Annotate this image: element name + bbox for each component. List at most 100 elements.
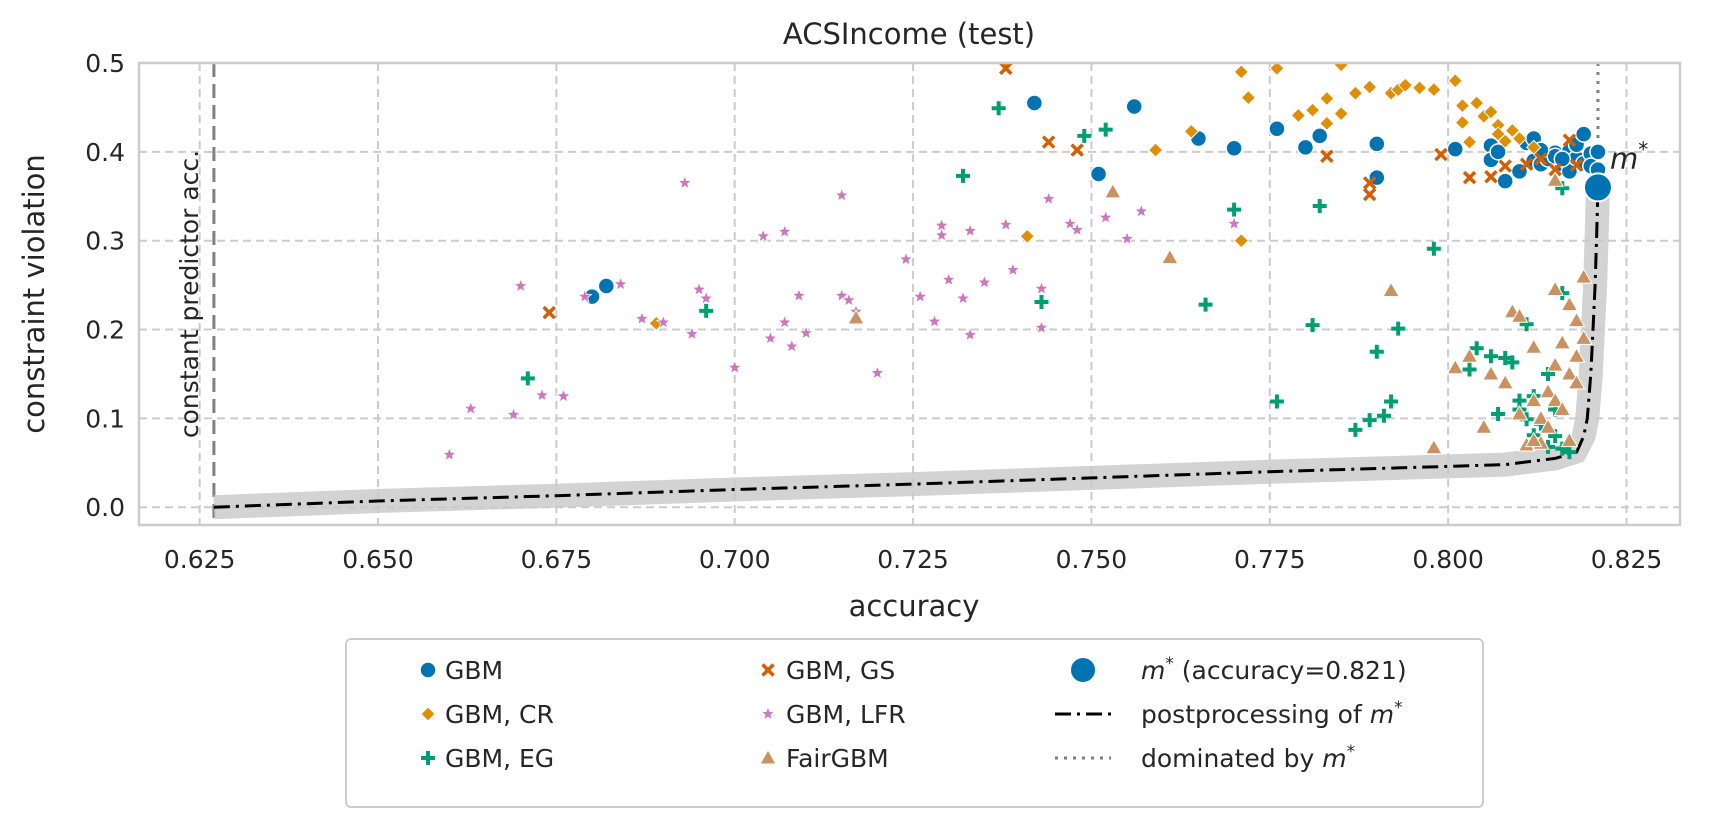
- data-point: [1469, 341, 1484, 356]
- data-point: [1319, 115, 1335, 132]
- legend-item-dominated: dominated by m*: [1055, 742, 1355, 773]
- data-point: [1233, 64, 1249, 80]
- series-gbm-gs: [542, 63, 1584, 320]
- legend-prefix: dominated by: [1141, 744, 1322, 773]
- data-point: [1040, 190, 1057, 206]
- data-point: [1567, 373, 1586, 390]
- data-point: [1362, 413, 1377, 428]
- data-point: [520, 371, 535, 386]
- data-point: [1524, 431, 1543, 448]
- data-point: [1312, 199, 1327, 214]
- x-axis-title: accuracy: [849, 589, 980, 623]
- data-point: [612, 276, 629, 291]
- data-point: [1526, 139, 1542, 156]
- data-point: [1025, 94, 1044, 112]
- data-point: [1560, 431, 1579, 448]
- y-tick-label: 0.0: [85, 493, 125, 522]
- data-point: [1532, 409, 1550, 425]
- data-point: [834, 187, 850, 202]
- data-point: [1098, 122, 1113, 137]
- data-point: [834, 287, 850, 303]
- data-point: [577, 288, 593, 304]
- data-point: [1498, 350, 1513, 365]
- data-point: [1574, 125, 1593, 143]
- legend-sup: *: [1347, 742, 1356, 762]
- legend-marker: [420, 706, 436, 722]
- y-tick-label: 0.2: [85, 316, 125, 345]
- data-point: [1489, 143, 1507, 161]
- data-point: [798, 324, 814, 340]
- data-point: [597, 277, 616, 295]
- data-point: [1483, 349, 1498, 364]
- data-point: [1546, 391, 1565, 408]
- data-point: [962, 326, 978, 342]
- legend-item-post: postprocessing of m*: [1055, 698, 1403, 729]
- legend-label: GBM, CR: [445, 700, 554, 729]
- data-point: [1447, 73, 1463, 89]
- data-point: [1005, 261, 1021, 277]
- data-point: [1519, 317, 1534, 332]
- data-point: [1462, 362, 1477, 377]
- series-gbm-lfr: [441, 174, 1242, 462]
- data-point: [1348, 422, 1363, 437]
- data-point: [1097, 209, 1114, 225]
- data-point: [1333, 105, 1349, 122]
- data-points: [441, 63, 1607, 462]
- data-point: [784, 338, 800, 354]
- data-point: [542, 305, 556, 320]
- data-point: [1227, 202, 1242, 217]
- legend: GBM GBM, CR GBM, EG GBM, GS GBM, LFR FairGBM m…: [345, 638, 1484, 808]
- data-point: [791, 287, 807, 303]
- data-point: [1304, 102, 1321, 118]
- data-point: [776, 314, 793, 330]
- legend-item-mstar: m* (accuracy=0.821): [1069, 654, 1407, 685]
- data-point: [1511, 130, 1528, 147]
- plot-frame: [137, 61, 1682, 527]
- data-point: [1468, 95, 1485, 111]
- legend-m: m: [1141, 656, 1165, 685]
- legend-m: m: [1322, 744, 1346, 773]
- x-tick-label: 0.775: [1234, 545, 1306, 574]
- data-point: [1446, 140, 1465, 158]
- data-point: [634, 310, 650, 326]
- data-point: [1161, 248, 1179, 265]
- data-point: [1524, 338, 1543, 354]
- data-point: [841, 292, 857, 307]
- data-point: [534, 387, 550, 402]
- data-point: [1089, 165, 1108, 183]
- data-point: [1498, 159, 1512, 173]
- legend-label: m* (accuracy=0.821): [1141, 654, 1407, 685]
- y-tick-label: 0.3: [85, 227, 125, 256]
- data-point: [1510, 307, 1529, 323]
- x-tick-label: 0.625: [164, 545, 236, 574]
- legend-marker: [760, 705, 776, 721]
- data-point: [1319, 90, 1335, 107]
- data-point: [976, 274, 993, 290]
- data-point: [1534, 152, 1548, 166]
- x-tick-label: 0.700: [699, 545, 771, 574]
- data-point: [1562, 133, 1577, 148]
- x-tick-label: 0.675: [521, 545, 593, 574]
- data-point: [1553, 400, 1572, 416]
- data-point: [1548, 162, 1562, 177]
- mstar-point: [1582, 172, 1613, 203]
- data-point: [1033, 319, 1050, 335]
- data-point: [1269, 394, 1284, 409]
- legend-label: GBM, LFR: [786, 700, 906, 729]
- data-point: [1484, 169, 1498, 184]
- legend-item-gbm-gs: GBM, GS: [761, 656, 895, 685]
- data-point: [991, 101, 1006, 116]
- data-point: [1454, 114, 1471, 131]
- legend-m: m: [1370, 700, 1394, 729]
- data-point: [1589, 143, 1607, 161]
- data-point: [1569, 158, 1584, 172]
- legend-marker: [421, 751, 435, 765]
- data-point: [698, 290, 714, 306]
- data-point: [1397, 77, 1414, 93]
- legend-marker: [761, 663, 775, 677]
- legend-sup: *: [1394, 698, 1403, 718]
- data-point: [1546, 171, 1565, 187]
- data-point: [1496, 373, 1515, 390]
- data-point: [776, 223, 793, 239]
- x-tick-label: 0.650: [342, 545, 414, 574]
